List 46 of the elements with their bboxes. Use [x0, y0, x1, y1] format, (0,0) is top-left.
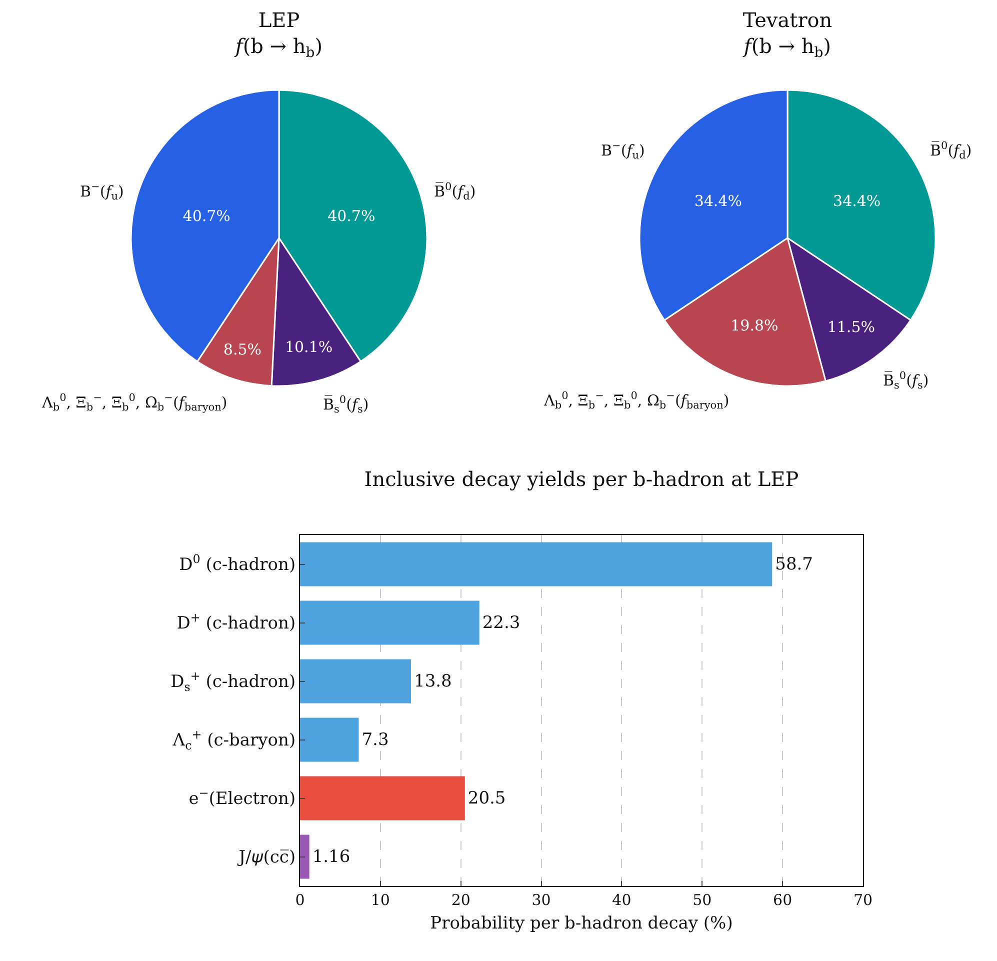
x-tick-label: 20	[451, 891, 470, 909]
slice-label: B̅$^{0}$(𝑓$_{d}$)	[930, 140, 972, 162]
y-tick-label: Λ$_{c}$$^{+}$ (c-baryon)	[172, 728, 296, 752]
x-tick-label: 60	[773, 891, 792, 909]
data-label: 34.4%	[833, 192, 881, 210]
category-label: Λ$_{b}$$^{0}$, Ξ$_{b}$$^{−}$, Ξ$_{b}$$^{0}$, Ω$_{b}$$^{−}$(𝑓$_{baryon}$)	[544, 390, 730, 412]
x-tick-label: 40	[612, 891, 632, 909]
data-label: 1.16	[312, 846, 350, 867]
data-label: 8.5%	[223, 340, 262, 358]
y-tick-label: D$^{+}$ (c-hadron)	[176, 610, 296, 634]
data-label: 20.5	[468, 788, 506, 808]
x-tick-label: 0	[295, 891, 305, 909]
bar	[300, 834, 310, 879]
data-label: 40.7%	[182, 207, 230, 226]
data-label: 13.8	[414, 671, 452, 692]
x-tick-label: 50	[692, 891, 712, 909]
bar	[300, 776, 465, 820]
slice-label: B$^{−}$(𝑓$_{u}$)	[80, 181, 124, 202]
x-tick-label: 70	[853, 891, 873, 909]
chart-title: LEP 𝑓(b → h$_{b}$)	[233, 8, 323, 61]
bar	[300, 718, 359, 762]
data-label: 22.3	[482, 612, 520, 633]
chart-title: Tevatron 𝑓(b → h$_{b}$)	[742, 8, 832, 61]
x-axis-title: Probability per b-hadron decay (%)	[430, 913, 733, 934]
data-label: 58.7	[775, 554, 813, 574]
bar	[300, 659, 411, 704]
bar	[300, 600, 480, 645]
data-label: 10.1%	[284, 338, 333, 356]
data-label: 19.8%	[730, 316, 778, 335]
data-label: 11.5%	[827, 318, 876, 336]
y-tick-label: e$^{−}$(Electron)	[188, 786, 296, 810]
slice-label: B̅$_{s}$$^{0}$(𝑓$_{s}$)	[883, 370, 929, 392]
x-tick-label: 30	[532, 891, 551, 909]
slice-label: B$^{−}$(𝑓$_{u}$)	[601, 140, 645, 162]
x-tick-label: 10	[370, 891, 390, 909]
category-label: Λ$_{b}$$^{0}$, Ξ$_{b}$$^{−}$, Ξ$_{b}$$^{0}$, Ω$_{b}$$^{−}$(𝑓$_{baryon}$)	[42, 392, 228, 414]
chart-title: Inclusive decay yields per b-hadron at LEP	[364, 466, 799, 491]
data-label: 34.4%	[694, 192, 742, 210]
data-label: 7.3	[362, 730, 389, 750]
bar	[300, 542, 772, 586]
slice-label: B̅$_{s}$$^{0}$(𝑓$_{s}$)	[323, 394, 369, 416]
y-tick-label: D$_{s}$$^{+}$ (c-hadron)	[170, 669, 296, 694]
slice-label: B̅$^{0}$(𝑓$_{d}$)	[434, 181, 476, 202]
y-tick-label: J/𝜓(cc̅)	[236, 848, 296, 868]
data-label: 40.7%	[328, 207, 376, 226]
y-tick-label: D$^{0}$ (c-hadron)	[179, 552, 296, 576]
